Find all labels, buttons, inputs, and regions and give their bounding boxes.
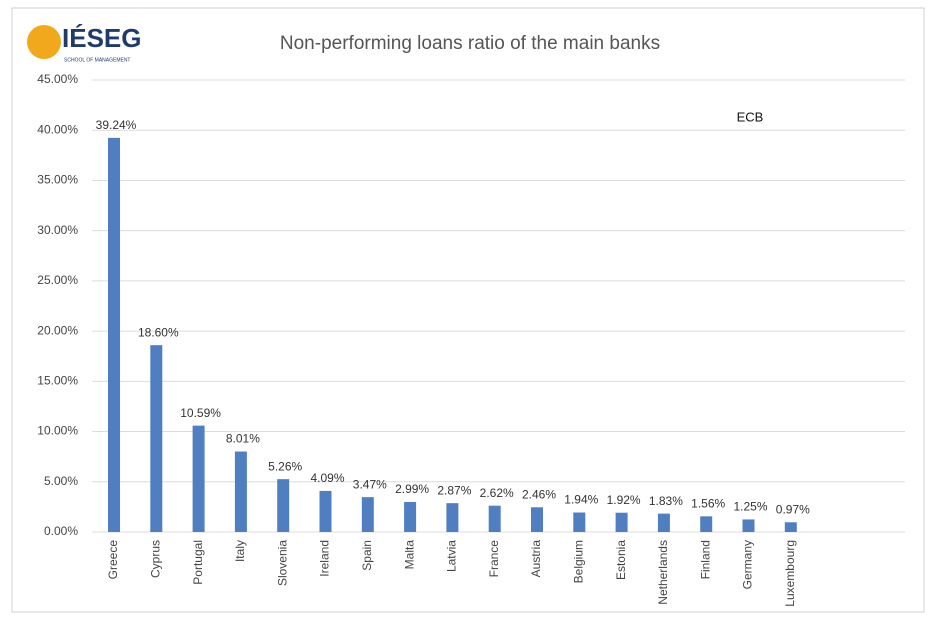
bar xyxy=(488,505,501,532)
data-label: 5.26% xyxy=(268,459,302,473)
bar xyxy=(531,507,543,532)
logo-subtitle: SCHOOL OF MANAGEMENT xyxy=(64,57,131,63)
x-tick-label: Spain xyxy=(360,540,374,571)
y-tick-label: 30.00% xyxy=(37,223,78,237)
data-label: 1.94% xyxy=(564,493,598,507)
data-label: 39.24% xyxy=(96,118,137,132)
data-label: 4.09% xyxy=(310,471,344,485)
bar xyxy=(657,513,670,532)
x-tick-label: Germany xyxy=(741,540,755,589)
chart-title: Non-performing loans ratio of the main b… xyxy=(280,33,660,54)
x-tick-label: Ireland xyxy=(318,540,332,577)
logo-icon xyxy=(27,25,61,59)
bar xyxy=(404,501,417,532)
x-tick-label: Belgium xyxy=(571,540,585,583)
y-tick-label: 10.00% xyxy=(37,424,78,438)
annotation: ECB xyxy=(737,109,764,124)
bar xyxy=(784,522,797,532)
data-label: 2.87% xyxy=(437,483,471,497)
x-tick-label: Malta xyxy=(402,540,416,570)
data-label: 18.60% xyxy=(138,325,179,339)
data-label: 10.59% xyxy=(180,406,221,420)
y-tick-label: 20.00% xyxy=(37,323,78,337)
data-label: 1.56% xyxy=(691,497,725,511)
x-tick-label: Slovenia xyxy=(275,540,289,586)
bar xyxy=(108,137,120,532)
data-label: 0.97% xyxy=(776,502,810,516)
data-label: 8.01% xyxy=(226,432,260,446)
x-tick-label: Estonia xyxy=(614,540,628,580)
bar xyxy=(319,490,332,532)
bar xyxy=(446,503,459,532)
bar xyxy=(277,479,290,532)
x-tick-label: Latvia xyxy=(445,540,459,572)
logo-name: IÉSEG xyxy=(62,23,141,53)
bar xyxy=(192,425,205,532)
y-tick-label: 5.00% xyxy=(44,474,78,488)
bar xyxy=(361,497,374,532)
chart-frame xyxy=(11,7,925,613)
x-tick-label: Austria xyxy=(529,540,543,578)
y-tick-label: 45.00% xyxy=(37,72,78,86)
bar xyxy=(573,512,586,532)
x-tick-label: Cyprus xyxy=(148,540,162,578)
y-tick-label: 15.00% xyxy=(37,374,78,388)
data-label: 3.47% xyxy=(353,477,387,491)
y-tick-label: 35.00% xyxy=(37,173,78,187)
data-label: 1.83% xyxy=(649,494,683,508)
bar xyxy=(700,516,713,532)
x-tick-label: Greece xyxy=(106,540,120,580)
data-label: 2.99% xyxy=(395,482,429,496)
x-tick-label: Italy xyxy=(233,540,247,562)
y-tick-label: 25.00% xyxy=(37,273,78,287)
data-label: 2.62% xyxy=(480,486,514,500)
x-tick-label: Portugal xyxy=(191,540,205,585)
x-tick-label: Finland xyxy=(698,540,712,579)
x-tick-label: France xyxy=(487,540,501,578)
y-tick-label: 0.00% xyxy=(44,524,78,538)
y-tick-label: 40.00% xyxy=(37,122,78,136)
bar xyxy=(234,451,247,532)
data-label: 1.92% xyxy=(607,493,641,507)
bar xyxy=(150,345,163,532)
x-tick-label: Luxembourg xyxy=(783,540,797,607)
bar xyxy=(615,512,628,532)
data-label: 1.25% xyxy=(733,500,767,514)
bar xyxy=(742,519,755,532)
data-label: 2.46% xyxy=(522,487,556,501)
x-tick-label: Netherlands xyxy=(656,540,670,605)
